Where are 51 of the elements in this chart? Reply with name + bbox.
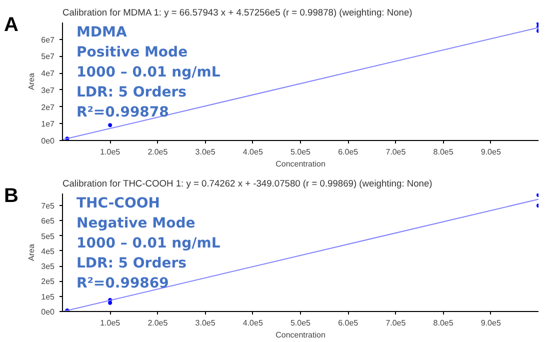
annotation: R²=0.99869 [76, 276, 169, 292]
x-tick-label: 6.0e5 [338, 318, 359, 328]
y-axis-title: Area [27, 72, 36, 90]
y-tick-label: 0e0 [41, 308, 56, 316]
y-tick-label: 4e7 [41, 69, 56, 78]
chart-title: Calibration for THC-COOH 1: y = 0.74262 x + -349.07580 (r = 0.99869) (weighting: None) [62, 178, 432, 188]
annotation: Negative Mode [76, 216, 196, 232]
y-tick-label: 5e7 [41, 52, 56, 62]
x-tick-label: 9.0e5 [480, 318, 502, 328]
y-tick-label: 6e5 [41, 216, 56, 226]
x-tick-label: 3.0e5 [195, 148, 216, 156]
x-tick-label: 6.0e5 [338, 148, 359, 156]
annotation: Positive Mode [76, 44, 188, 60]
y-axis-title: Area [27, 244, 36, 261]
x-tick-label: 4.0e5 [242, 318, 264, 328]
text: A [4, 13, 18, 37]
annotation: MDMA [76, 24, 127, 40]
y-tick-label: 1e7 [41, 120, 56, 129]
y-tick-label: 4e5 [41, 246, 56, 256]
annotation: THC-COOH [76, 196, 160, 212]
y-tick-label: 5e5 [41, 232, 56, 241]
text: B [4, 184, 18, 208]
annotation: 1000 – 0.01 ng/mL [76, 64, 220, 80]
x-tick-label: 2.0e5 [148, 148, 168, 156]
chart-title: Calibration for MDMA 1: y = 66.57943 x + 4.57256e5 (r = 0.99878) (weighting: None) [62, 8, 412, 18]
annotation: LDR: 5 Orders [76, 84, 186, 100]
y-tick-label: 2e7 [41, 102, 56, 112]
x-tick-label: 5.0e5 [290, 148, 312, 156]
y-tick-label: 1e5 [41, 292, 56, 302]
annotation: LDR: 5 Orders [76, 256, 186, 272]
annotation: 1000 – 0.01 ng/mL [76, 236, 220, 252]
x-tick-label: 1.0e5 [100, 148, 121, 156]
x-tick-label: 7.0e5 [386, 148, 406, 156]
annotation: R²=0.99878 [76, 104, 169, 120]
x-tick-label: 5.0e5 [290, 318, 312, 328]
y-tick-label: 7e5 [41, 202, 56, 211]
x-tick-label: 4.0e5 [242, 148, 264, 156]
x-tick-label: 8.0e5 [433, 318, 454, 328]
x-tick-label: 3.0e5 [195, 318, 216, 328]
x-tick-label: 7.0e5 [386, 318, 406, 328]
x-tick-label: 2.0e5 [148, 318, 168, 328]
y-tick-label: 6e7 [41, 35, 56, 44]
x-axis-title: Concentration [276, 160, 326, 168]
y-tick-label: 3e7 [41, 86, 56, 95]
y-tick-label: 2e5 [41, 277, 56, 286]
x-axis-title: Concentration [276, 330, 326, 340]
y-tick-label: 3e5 [41, 262, 56, 272]
x-tick-label: 8.0e5 [433, 148, 454, 156]
x-tick-label: 1.0e5 [100, 318, 121, 328]
x-tick-label: 9.0e5 [480, 148, 502, 156]
y-tick-label: 0e0 [41, 136, 56, 146]
